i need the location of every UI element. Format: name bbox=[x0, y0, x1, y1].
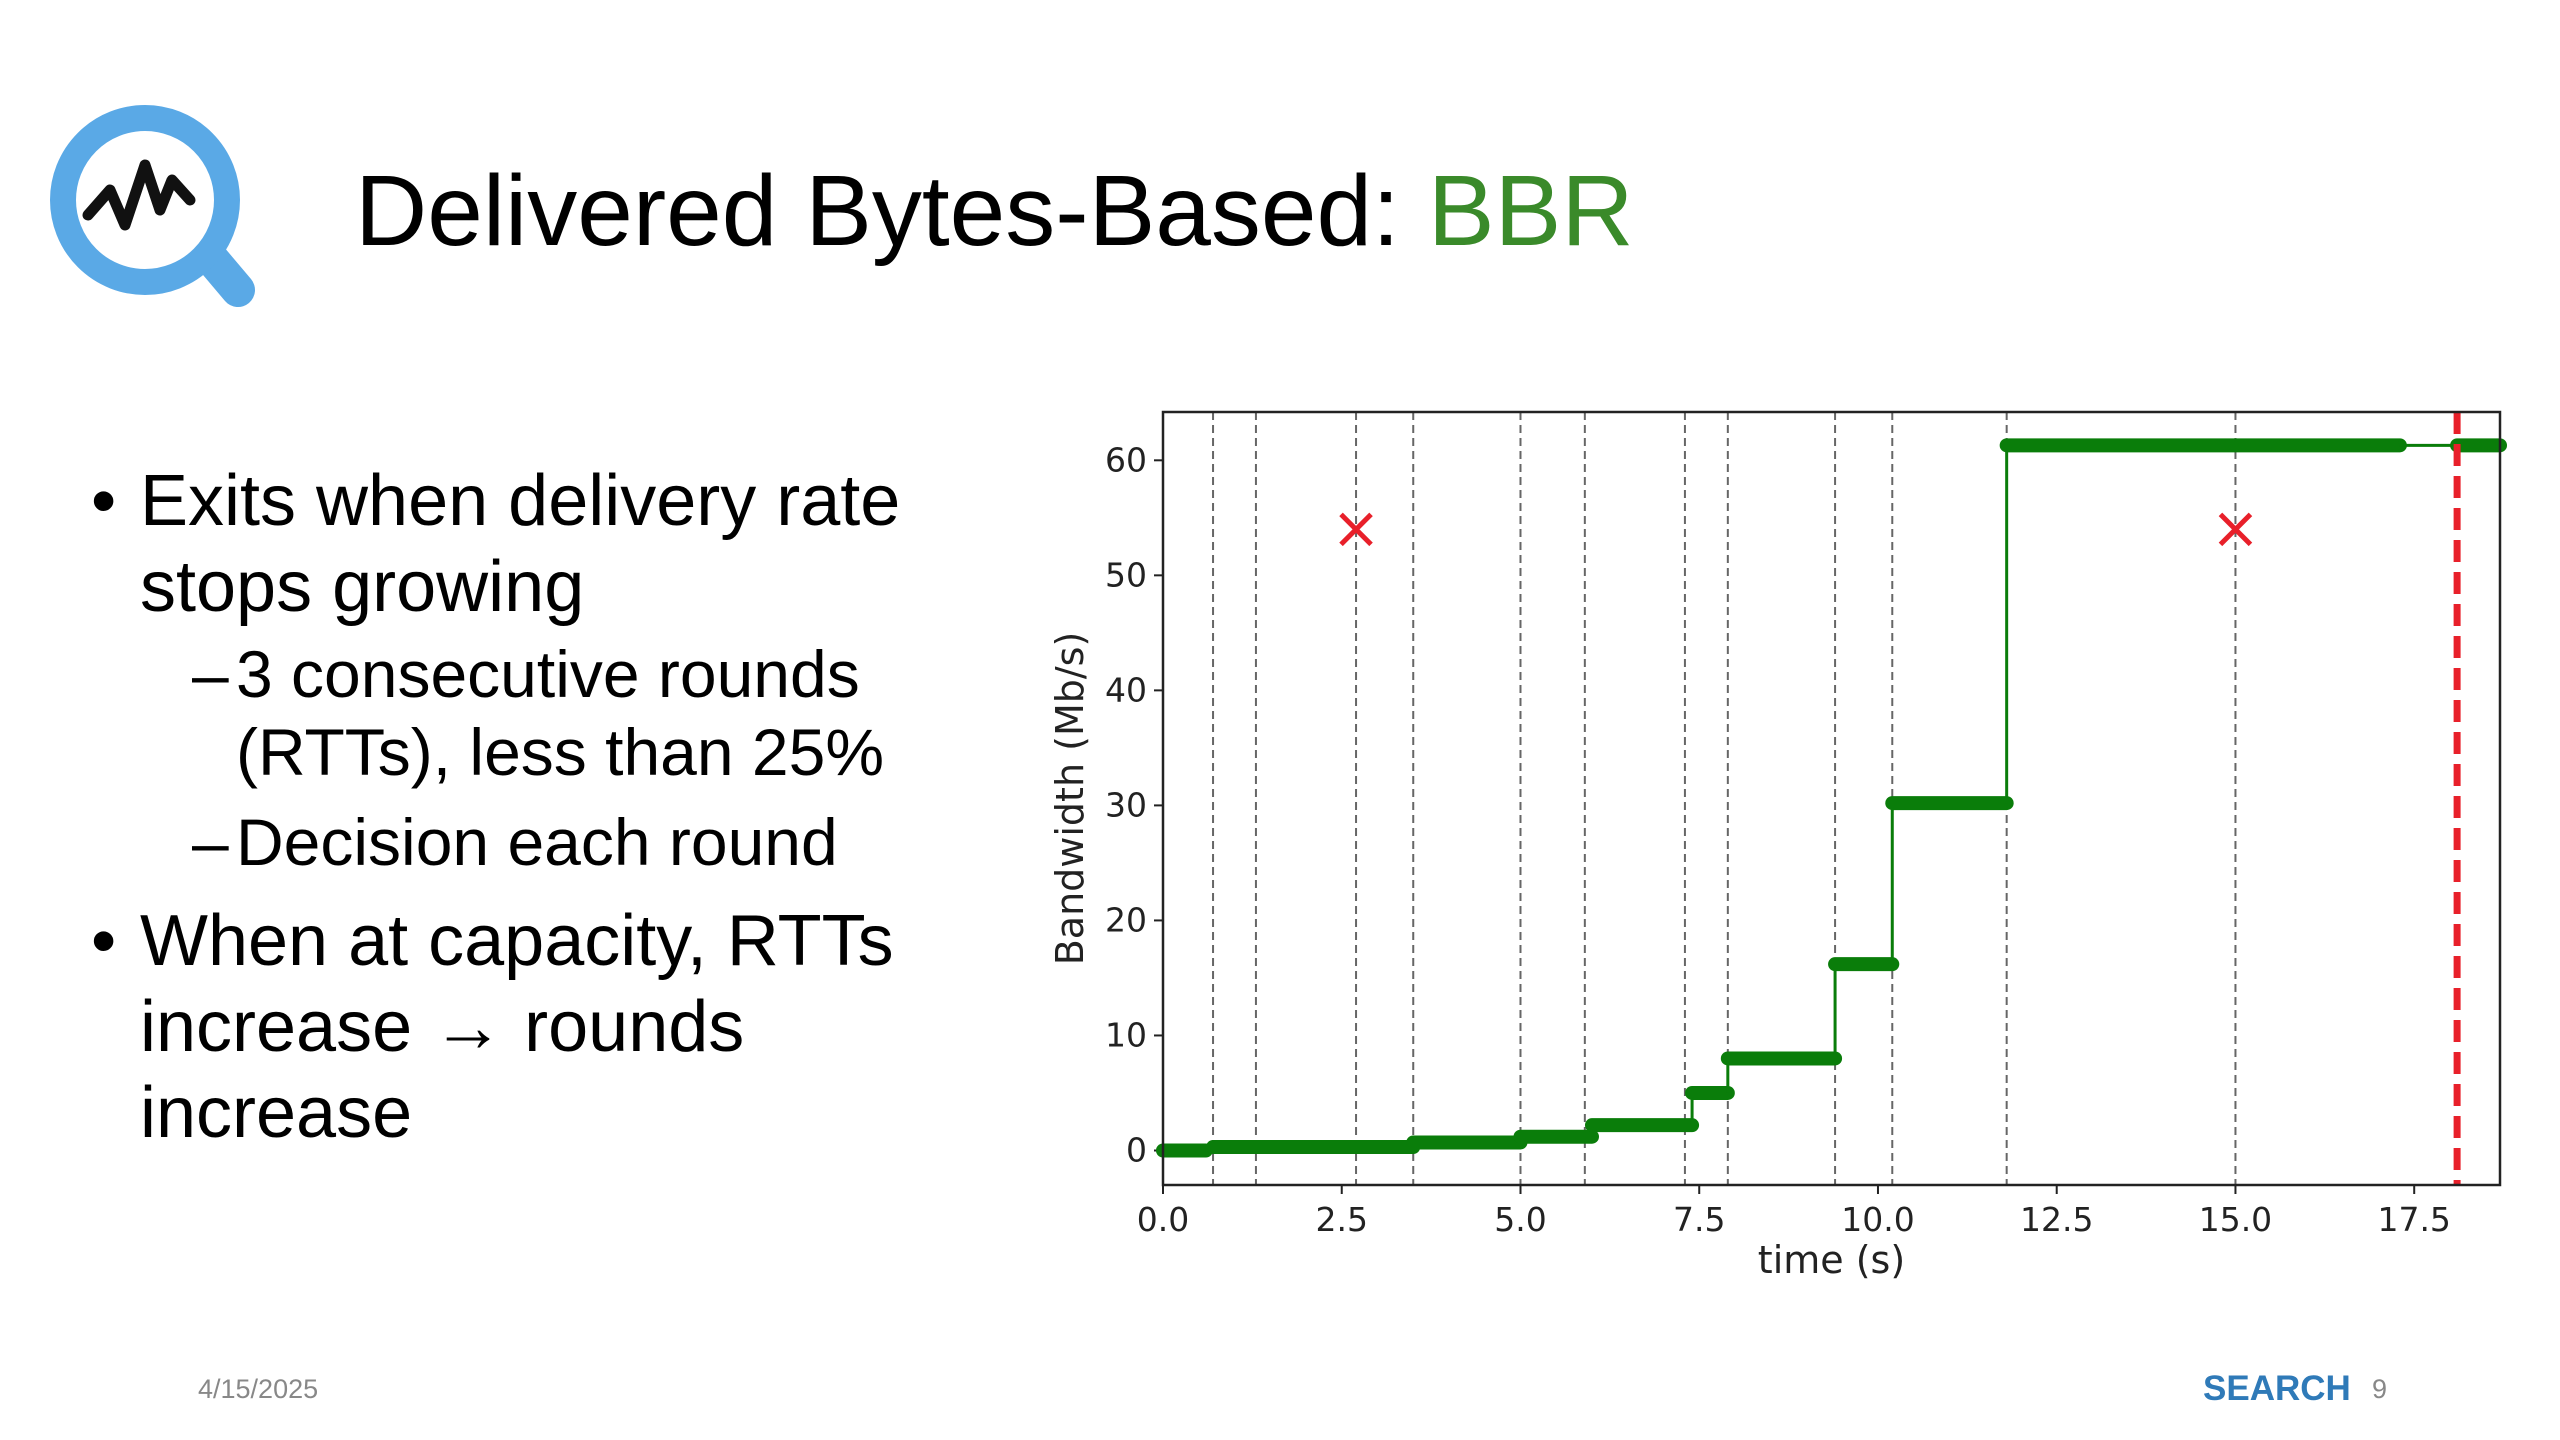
x-tick-label: 0.0 bbox=[1137, 1200, 1189, 1239]
x-tick-label: 10.0 bbox=[1841, 1200, 1914, 1239]
chart: 0 10 20 30 40 50 60 0.0 2.5 5.0 7.5 10.0 12.5 15.0 17.… bbox=[1048, 410, 2507, 1282]
bullet-text: When at capacity, RTTs bbox=[140, 901, 894, 981]
x-axis-label: time (s) bbox=[1758, 1238, 1905, 1282]
x-tick-label: 2.5 bbox=[1316, 1200, 1368, 1239]
y-tick-label: 20 bbox=[1105, 900, 1147, 939]
bullet-dot: • bbox=[91, 901, 116, 981]
footer-brand: SEARCH bbox=[2203, 1369, 2351, 1408]
title: Delivered Bytes-Based: BBR bbox=[355, 155, 1634, 267]
marker-x bbox=[1339, 512, 1373, 547]
x-tick-label: 12.5 bbox=[2020, 1200, 2093, 1239]
x-tick-label: 7.5 bbox=[1673, 1200, 1725, 1239]
page-number: 9 bbox=[2372, 1374, 2387, 1404]
bullet-dot: • bbox=[91, 461, 116, 541]
sub-bullet-text: (RTTs), less than 25% bbox=[236, 715, 884, 789]
y-axis-label: Bandwidth (Mb/s) bbox=[1048, 632, 1092, 966]
bullet-text: stops growing bbox=[140, 547, 584, 627]
logo-ring bbox=[50, 105, 240, 295]
y-tick-label: 50 bbox=[1105, 555, 1147, 594]
bullet-text: increase bbox=[140, 1073, 412, 1153]
x-tick-label: 17.5 bbox=[2377, 1200, 2450, 1239]
y-tick-label: 0 bbox=[1126, 1130, 1147, 1169]
bullet-text: Exits when delivery rate bbox=[140, 461, 900, 541]
y-tick-label: 10 bbox=[1105, 1015, 1147, 1054]
title-text: Delivered Bytes-Based: bbox=[355, 155, 1400, 267]
y-tick-label: 40 bbox=[1105, 670, 1147, 709]
x-tick-label: 5.0 bbox=[1494, 1200, 1546, 1239]
logo bbox=[50, 105, 255, 307]
plot-frame bbox=[1161, 410, 2502, 1187]
title-highlight: BBR bbox=[1428, 155, 1634, 267]
x-tick-label: 15.0 bbox=[2199, 1200, 2272, 1239]
y-tick-label: 30 bbox=[1105, 785, 1147, 824]
marker-x bbox=[2218, 512, 2253, 547]
sub-bullet-dash: – bbox=[192, 805, 229, 879]
sub-bullet-dash: – bbox=[192, 637, 229, 711]
footer-date: 4/15/2025 bbox=[198, 1374, 318, 1404]
logo-pulse bbox=[82, 159, 196, 231]
sub-bullet-text: Decision each round bbox=[236, 805, 838, 879]
sub-bullet-text: 3 consecutive rounds bbox=[236, 637, 860, 711]
y-tick-label: 60 bbox=[1105, 440, 1147, 479]
bullet-text: increase → rounds bbox=[140, 987, 744, 1067]
